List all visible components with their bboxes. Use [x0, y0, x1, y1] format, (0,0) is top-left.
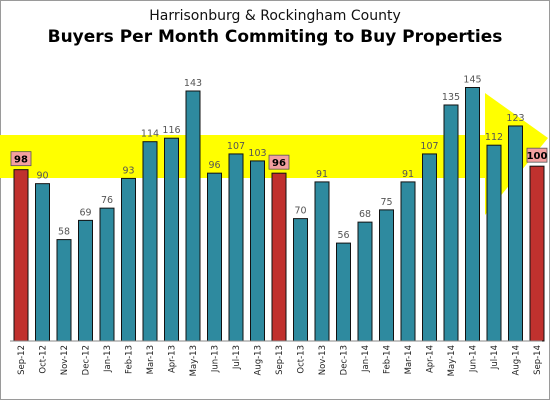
- bar-mar-14: [400, 181, 416, 342]
- bar-nov-13: [314, 181, 330, 342]
- data-label-jun-13: 96: [208, 160, 220, 171]
- data-label-apr-13: 116: [162, 125, 180, 136]
- data-label-nov-12: 58: [58, 227, 70, 238]
- x-tick-apr-14: Apr-14: [426, 345, 436, 373]
- data-label-feb-13: 93: [122, 165, 134, 176]
- data-label-jul-14: 112: [485, 132, 503, 143]
- x-tick-jun-13: Jun-13: [211, 345, 221, 373]
- bar-aug-14: [508, 125, 523, 342]
- data-label-sep-13: 96: [272, 158, 286, 169]
- data-label-dec-13: 56: [337, 230, 349, 241]
- bar-apr-14: [422, 153, 437, 342]
- x-tick-mar-14: Mar-14: [404, 345, 414, 374]
- x-tick-aug-14: Aug-14: [512, 345, 522, 375]
- bar-jun-13: [207, 172, 222, 342]
- data-label-nov-13: 91: [316, 169, 328, 180]
- bar-feb-13: [121, 177, 136, 342]
- data-label-box-sep-14: [526, 147, 548, 163]
- bar-jul-14: [486, 144, 502, 342]
- x-tick-sep-13: Sep-13: [275, 345, 285, 375]
- x-tick-jul-13: Jul-13: [232, 345, 242, 370]
- x-tick-feb-14: Feb-14: [383, 345, 393, 374]
- x-tick-nov-13: Nov-13: [318, 345, 328, 375]
- x-tick-oct-13: Oct-13: [297, 345, 307, 374]
- data-label-feb-14: 75: [380, 197, 392, 208]
- data-label-box-sep-12: [10, 151, 32, 167]
- bar-apr-13: [164, 137, 179, 342]
- data-label-apr-14: 107: [420, 141, 438, 152]
- x-tick-feb-13: Feb-13: [125, 345, 135, 374]
- bar-aug-13: [250, 160, 265, 342]
- bar-mar-13: [142, 141, 158, 342]
- bar-dec-12: [78, 219, 93, 342]
- data-label-may-13: 143: [184, 78, 202, 89]
- bar-feb-14: [379, 209, 394, 342]
- bar-dec-13: [336, 242, 351, 342]
- data-label-mar-13: 114: [141, 129, 159, 140]
- data-label-jan-14: 68: [359, 209, 371, 220]
- x-tick-jan-14: Jan-14: [361, 345, 371, 373]
- bar-jan-13: [99, 207, 115, 342]
- bar-may-14: [443, 104, 459, 342]
- bar-jan-14: [357, 221, 373, 342]
- trend-arrow: [0, 93, 548, 215]
- x-tick-oct-12: Oct-12: [39, 345, 49, 374]
- data-label-mar-14: 91: [402, 169, 414, 180]
- data-label-sep-12: 98: [14, 155, 28, 166]
- bar-jul-13: [228, 153, 244, 342]
- data-label-dec-12: 69: [79, 207, 91, 218]
- x-tick-aug-13: Aug-13: [254, 345, 264, 375]
- x-tick-nov-12: Nov-12: [60, 345, 70, 375]
- data-label-jul-13: 107: [227, 141, 245, 152]
- bar-may-13: [185, 90, 201, 342]
- x-tick-dec-13: Dec-13: [340, 345, 350, 375]
- data-label-oct-13: 70: [294, 206, 306, 217]
- x-tick-jun-14: Jun-14: [469, 345, 479, 373]
- x-tick-jan-13: Jan-13: [103, 345, 113, 373]
- data-label-aug-14: 123: [506, 113, 524, 124]
- data-label-aug-13: 103: [248, 148, 266, 159]
- data-label-may-14: 135: [442, 92, 460, 103]
- bar-oct-13: [293, 218, 308, 342]
- data-label-jun-14: 145: [463, 75, 481, 86]
- data-label-box-sep-13: [268, 154, 290, 170]
- x-tick-jul-14: Jul-14: [490, 345, 500, 370]
- x-tick-sep-14: Sep-14: [533, 345, 543, 375]
- data-label-oct-12: 90: [36, 171, 48, 182]
- bar-jun-14: [465, 87, 480, 342]
- x-tick-dec-12: Dec-12: [82, 345, 92, 375]
- data-label-sep-14: 100: [527, 151, 548, 162]
- x-tick-mar-13: Mar-13: [146, 345, 156, 374]
- bar-sep-12: [13, 169, 29, 342]
- bar-nov-12: [56, 239, 72, 342]
- chart-title: Buyers Per Month Commiting to Buy Proper…: [47, 27, 503, 47]
- x-tick-may-14: May-14: [447, 345, 457, 376]
- data-label-jan-13: 76: [101, 195, 113, 206]
- bar-oct-12: [35, 183, 50, 342]
- bar-sep-14: [529, 165, 545, 342]
- x-tick-sep-12: Sep-12: [17, 345, 27, 375]
- x-tick-may-13: May-13: [189, 345, 199, 376]
- chart-subtitle: Harrisonburg & Rockingham County: [149, 8, 401, 24]
- bar-sep-13: [271, 172, 287, 342]
- x-tick-apr-13: Apr-13: [168, 345, 178, 373]
